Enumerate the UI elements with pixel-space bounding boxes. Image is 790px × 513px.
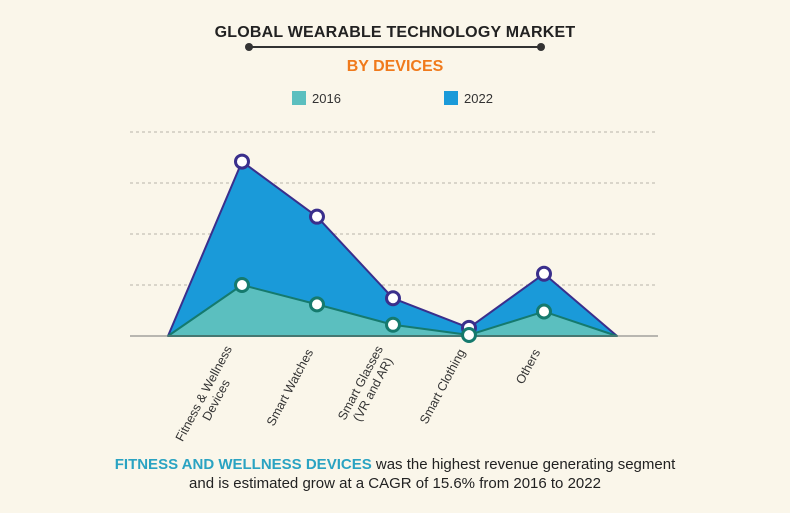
chart-caption: FITNESS AND WELLNESS DEVICES was the hig… xyxy=(0,455,790,493)
point-2016-0 xyxy=(234,277,250,293)
caption-line2: and is estimated grow at a CAGR of 15.6%… xyxy=(189,475,601,492)
point-2016-3 xyxy=(461,326,477,343)
category-label-line: Smart Clothing xyxy=(417,347,468,427)
chart-title: GLOBAL WEARABLE TECHNOLOGY MARKET xyxy=(214,24,576,41)
caption-highlight: FITNESS AND WELLNESS DEVICES xyxy=(114,456,372,473)
point-2016-1 xyxy=(309,296,325,313)
category-label-2: Smart Glasses(VR and AR) xyxy=(335,343,398,429)
point-2022-1 xyxy=(309,208,325,225)
divider-dot-right xyxy=(537,43,545,51)
legend-item-2016: 2016 xyxy=(292,91,341,106)
chart-subtitle: BY DEVICES xyxy=(346,58,444,75)
category-label-1: Smart Watches xyxy=(264,347,316,429)
point-2022-4 xyxy=(536,265,552,282)
area-2016 xyxy=(167,284,618,337)
category-label-0: Fitness & WellnessDevices xyxy=(173,343,248,450)
legend-swatch-2022 xyxy=(444,91,458,105)
legend-label-2022: 2022 xyxy=(464,91,493,106)
category-label-4: Others xyxy=(513,347,543,387)
category-label-line: Others xyxy=(513,347,543,387)
title-divider xyxy=(245,43,545,51)
point-2016-4 xyxy=(536,303,552,320)
legend-item-2022: 2022 xyxy=(444,91,493,106)
legend-label-2016: 2016 xyxy=(312,91,341,106)
point-2022-2 xyxy=(385,290,401,307)
category-label-line: Smart Watches xyxy=(264,347,316,429)
category-label-3: Smart Clothing xyxy=(417,347,468,427)
point-2016-2 xyxy=(385,316,401,333)
legend-swatch-2016 xyxy=(292,91,306,105)
caption-line1-rest: was the highest revenue generating segme… xyxy=(371,456,676,473)
point-2022-0 xyxy=(234,153,250,170)
divider-dot-left xyxy=(245,43,253,51)
area-2022 xyxy=(167,160,618,337)
